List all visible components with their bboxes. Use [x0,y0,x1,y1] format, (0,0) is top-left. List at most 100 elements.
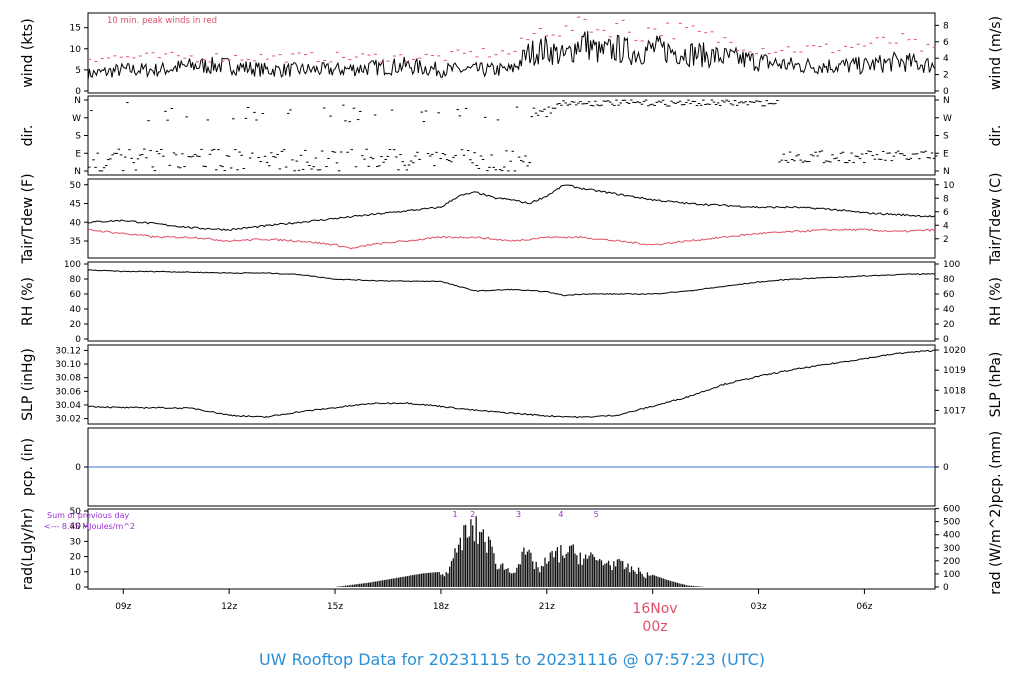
y-tick-label-left: 0 [75,463,81,473]
rad-marker: 1 [452,510,457,519]
panel-ylabel-left: pcp. (in) [20,438,36,496]
y-tick-label-right: 500 [943,518,960,528]
rad-marker: 2 [470,510,475,519]
series-line-temp-1 [87,228,936,250]
y-tick-label-left: 30.10 [55,360,81,370]
panel-ylabel-left: dir. [20,125,36,147]
panel-ylabel-left: rad(Lgly/hr) [20,508,36,590]
y-tick-label-left: 40 [70,218,82,228]
rad-bars [336,516,705,587]
panel-ylabel-right: SLP (hPa) [988,352,1004,418]
y-tick-label-right: 8 [943,194,949,204]
chart-title: UW Rooftop Data for 20231115 to 20231116… [259,650,765,669]
x-tick-label: 06z [856,602,872,612]
y-tick-label-left: 100 [64,260,81,270]
y-tick-label-left: 0 [75,335,81,345]
y-tick-label-left: W [72,114,81,124]
series-line-temp-0 [87,184,936,232]
x-tick-label: 09z [115,602,131,612]
panel-wind: wind (kts) wind (m/s) 0 5 10 15 0 2 4 6 8 [20,12,1004,97]
x-tick-label: 21z [539,602,555,612]
panel-pcp: pcp. (in) pcp. (mm) 0 0 [20,427,1004,507]
y-tick-label-left: 30.08 [55,374,81,384]
y-tick-label-left: N [74,167,81,177]
panel-frame [87,95,936,176]
y-tick-label-left: 30.02 [55,415,81,425]
y-tick-label-left: N [74,96,81,106]
panel-rad: rad(Lgly/hr) rad (W/m^2)01020304050010020… [20,503,1004,594]
panel-ylabel-right: RH (%) [988,277,1004,326]
panel-ylabel-right: wind (m/s) [988,16,1004,90]
y-tick-label-right: 1019 [943,366,966,376]
y-tick-label-left: 45 [70,200,81,210]
panel-ylabel-right: Tair/Tdew (C) [988,173,1004,266]
rad-marker: 4 [558,510,563,519]
y-tick-label-right: 80 [943,275,955,285]
y-tick-label-left: 0 [75,583,81,593]
y-tick-label-right: 300 [943,544,960,554]
y-tick-label-right: S [943,132,949,142]
y-tick-label-right: E [943,149,949,159]
x-axis: 09z 12z 15z 18z 21z 03z 06z [115,589,873,612]
y-tick-label-left: 80 [70,275,82,285]
wind-note: 10 min. peak winds in red [107,16,217,26]
x-tick-label: 18z [433,602,449,612]
y-tick-label-right: 100 [943,260,960,270]
panel-frame [87,344,936,425]
y-tick-label-left: 5 [75,66,81,76]
y-tick-label-right: 600 [943,505,960,515]
y-tick-label-right: W [943,114,952,124]
y-tick-label-left: 20 [70,553,82,563]
y-tick-label-left: 0 [75,87,81,97]
y-tick-label-right: 10 [943,181,955,191]
x-tick-label: 03z [750,602,766,612]
date-sublabel: 00z [642,619,667,635]
y-tick-label-right: 2 [943,235,949,245]
y-tick-label-left: 50 [70,507,82,517]
y-tick-label-right: 40 [943,305,955,315]
panel-frame [87,261,936,342]
y-tick-label-left: 10 [70,568,82,578]
panel-slp: SLP (inHg) SLP (hPa) 30.02 30.04 30.06 30.08 3… [20,344,1004,425]
y-tick-label-right: 0 [943,335,949,345]
y-tick-label-left: 30 [70,537,82,547]
y-tick-label-right: 4 [943,221,949,231]
panel-ylabel-left: SLP (inHg) [20,348,36,421]
y-tick-label-left: 40 [70,305,82,315]
rad-note-2: <--- 8.75 MJoules/m^2 [44,522,135,531]
y-tick-label-right: 0 [943,87,949,97]
y-tick-label-right: 8 [943,21,949,31]
y-tick-label-right: 0 [943,463,949,473]
panel-ylabel-right: rad (W/m^2) [988,503,1004,594]
y-tick-label-left: 60 [70,290,82,300]
y-tick-label-left: S [75,132,81,142]
y-tick-label-right: 400 [943,531,960,541]
panel-rh: RH (%) RH (%) 0 20 40 60 80 100 0 20 40 60 80 100 [20,260,1004,345]
y-tick-label-left: 35 [70,237,81,247]
panel-ylabel-left: Tair/Tdew (F) [20,173,36,264]
rad-marker: 3 [516,510,521,519]
y-tick-label-right: 60 [943,290,955,300]
y-tick-label-left: 30.06 [55,387,81,397]
y-tick-label-right: N [943,167,950,177]
y-tick-label-left: 15 [70,24,81,34]
rad-marker: 5 [594,510,599,519]
y-tick-label-right: 1018 [943,386,966,396]
panel-ylabel-right: pcp. (mm) [988,431,1004,504]
panel-ylabel-left: RH (%) [20,277,36,326]
panel-temp: Tair/Tdew (F) Tair/Tdew (C) 35 40 45 50 2 4 6 8 10 [20,173,1004,266]
x-tick-label: 15z [327,602,343,612]
y-tick-label-right: 1020 [943,346,966,356]
y-tick-label-right: 2 [943,71,949,81]
panel-ylabel-right: dir. [988,125,1004,147]
y-tick-label-left: 10 [70,45,82,55]
date-label: 16Nov [632,601,677,617]
panel-ylabel-left: wind (kts) [20,18,36,87]
y-tick-label-right: 20 [943,320,955,330]
rad-note-1: Sum of previous day [47,511,129,520]
y-tick-label-left: 30.12 [55,346,81,356]
y-tick-label-left: 30.04 [55,401,81,411]
y-tick-label-right: N [943,96,950,106]
y-tick-label-right: 4 [943,54,949,64]
